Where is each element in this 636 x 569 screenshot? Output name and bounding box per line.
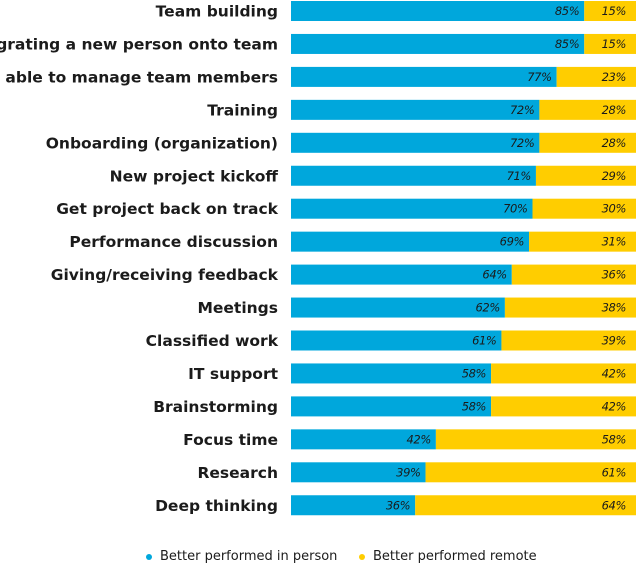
- legend: Better performed in person Better perfor…: [0, 549, 636, 569]
- value-label-in-person: 72%: [510, 136, 534, 150]
- category-label: Get project back on track: [56, 200, 278, 218]
- category-label: Performance discussion: [69, 233, 278, 251]
- value-label-remote: 42%: [602, 399, 626, 413]
- value-label-remote: 28%: [602, 103, 626, 117]
- bar-in-person: [291, 331, 501, 351]
- value-label-remote: 30%: [602, 202, 626, 216]
- value-label-remote: 15%: [602, 4, 626, 18]
- value-label-remote: 64%: [602, 498, 626, 512]
- bar-in-person: [291, 298, 505, 318]
- value-label-in-person: 77%: [527, 70, 551, 84]
- legend-item-remote: Better performed remote: [359, 549, 537, 564]
- value-label-remote: 39%: [602, 334, 626, 348]
- stacked-bar-chart: Team building Integrating a new person on…: [0, 0, 636, 540]
- category-label: Giving/receiving feedback: [51, 266, 279, 284]
- value-label-remote: 38%: [602, 301, 626, 315]
- value-label-in-person: 85%: [555, 4, 579, 18]
- value-label-in-person: 39%: [396, 465, 420, 479]
- value-label-in-person: 70%: [503, 202, 527, 216]
- category-label: New project kickoff: [110, 167, 279, 185]
- category-labels: Team building Integrating a new person on…: [0, 3, 279, 515]
- category-label: Training: [207, 101, 278, 119]
- value-label-remote: 36%: [602, 268, 626, 282]
- value-label-remote: 29%: [602, 169, 626, 183]
- value-label-in-person: 64%: [482, 268, 506, 282]
- bar-in-person: [291, 1, 584, 21]
- value-label-remote: 28%: [602, 136, 626, 150]
- category-label: Classified work: [146, 332, 279, 350]
- bar-in-person: [291, 166, 536, 186]
- bar-in-person: [291, 199, 533, 219]
- category-label: Integrating a new person onto team: [0, 35, 278, 53]
- category-label: Brainstorming: [153, 398, 278, 416]
- bar-in-person: [291, 34, 584, 54]
- value-label-in-person: 61%: [472, 334, 496, 348]
- value-label-remote: 15%: [602, 37, 626, 51]
- category-label: Better able to manage team members: [0, 68, 278, 86]
- bar-in-person: [291, 232, 529, 252]
- legend-dot-remote: [359, 554, 365, 560]
- legend-item-in-person: Better performed in person: [146, 549, 337, 564]
- category-label: Research: [197, 464, 278, 482]
- bar-in-person: [291, 67, 557, 87]
- category-label: Focus time: [183, 431, 278, 449]
- value-label-remote: 42%: [602, 366, 626, 380]
- category-label: Team building: [156, 3, 278, 21]
- value-label-remote: 58%: [602, 432, 626, 446]
- legend-dot-in-person: [146, 554, 152, 560]
- value-label-in-person: 36%: [386, 498, 410, 512]
- value-label-remote: 61%: [602, 465, 626, 479]
- value-label-in-person: 69%: [500, 235, 524, 249]
- value-label-in-person: 58%: [462, 366, 486, 380]
- bar-in-person: [291, 133, 539, 153]
- value-label-in-person: 71%: [507, 169, 531, 183]
- value-label-in-person: 42%: [407, 432, 431, 446]
- value-label-remote: 31%: [602, 235, 626, 249]
- value-label-in-person: 85%: [555, 37, 579, 51]
- bars: [291, 1, 636, 515]
- category-label: Deep thinking: [155, 497, 278, 515]
- value-label-in-person: 62%: [476, 301, 500, 315]
- bar-in-person: [291, 265, 512, 285]
- category-label: Onboarding (organization): [46, 134, 278, 152]
- value-label-remote: 23%: [602, 70, 626, 84]
- value-label-in-person: 72%: [510, 103, 534, 117]
- category-label: IT support: [188, 365, 278, 383]
- value-label-in-person: 58%: [462, 399, 486, 413]
- legend-label-remote: Better performed remote: [373, 549, 537, 564]
- category-label: Meetings: [197, 299, 278, 317]
- bar-in-person: [291, 100, 539, 120]
- legend-label-in-person: Better performed in person: [160, 549, 337, 564]
